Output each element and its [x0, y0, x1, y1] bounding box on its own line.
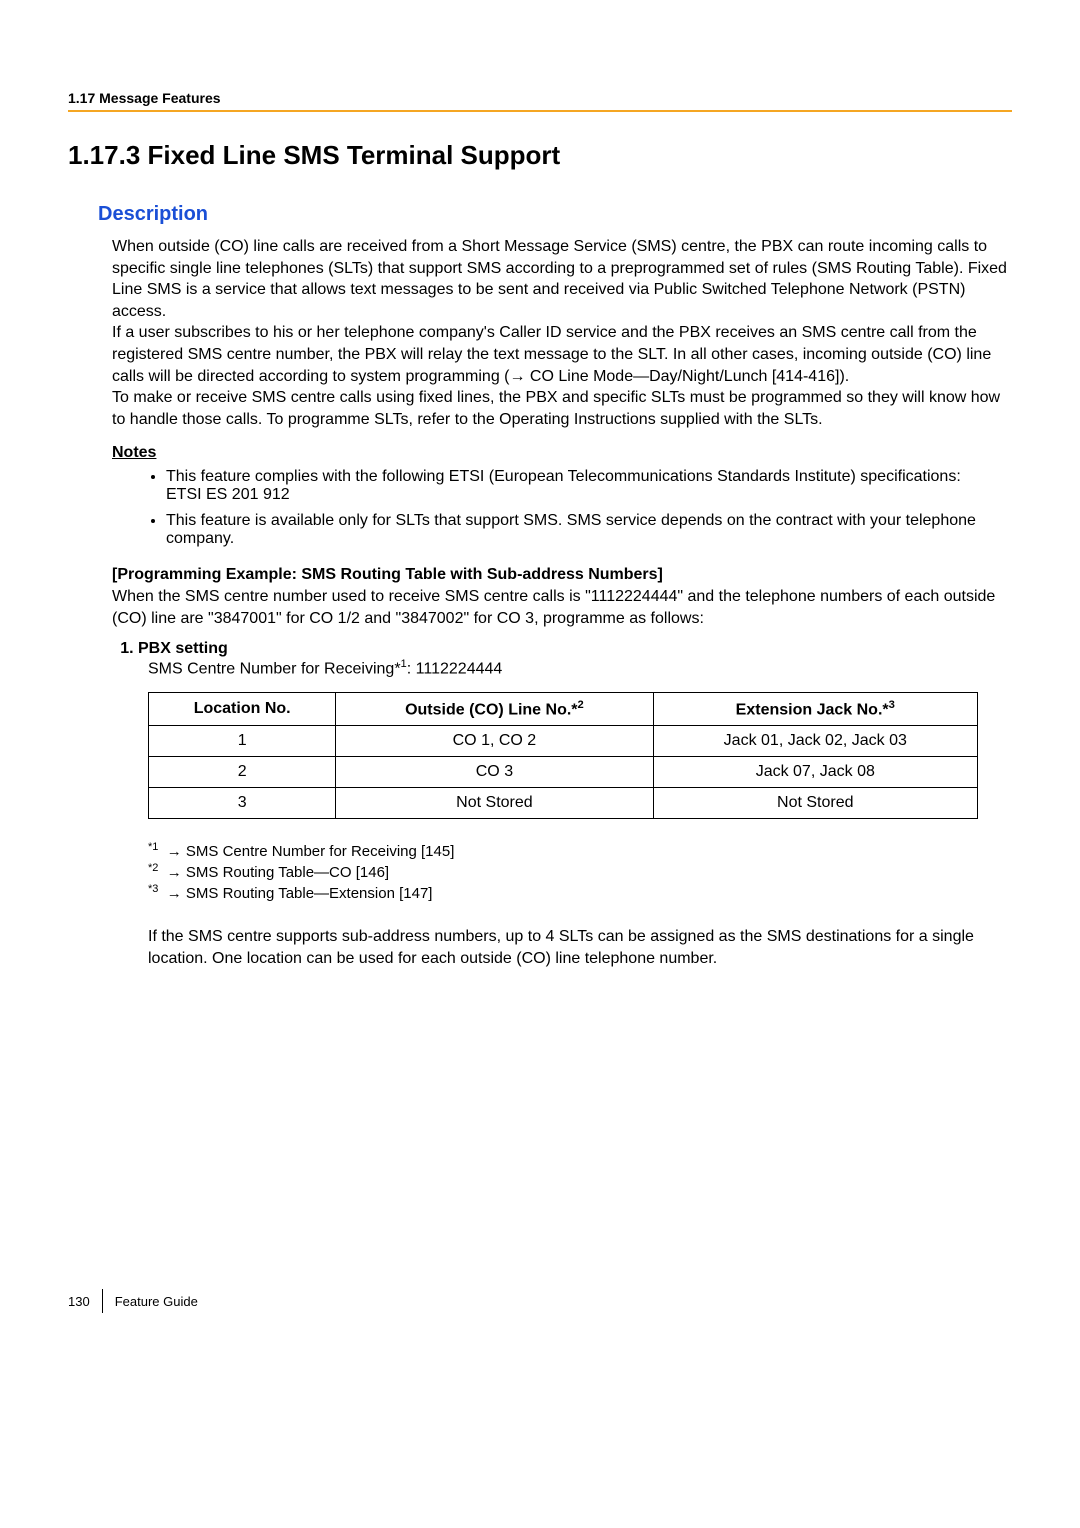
header-rule: [68, 110, 1012, 112]
section-title: 1.17.3 Fixed Line SMS Terminal Support: [68, 140, 1012, 171]
arrow-icon: →: [167, 843, 182, 860]
arrow-icon: →: [167, 864, 182, 881]
th-text: Outside (CO) Line No.*: [405, 701, 577, 718]
note-text: This feature complies with the following…: [166, 468, 961, 503]
fn-text: SMS Routing Table—CO [146]: [182, 864, 389, 881]
table-row: 3 Not Stored Not Stored: [149, 788, 978, 819]
page-footer: 130 Feature Guide: [68, 1289, 1012, 1313]
cell: Not Stored: [653, 788, 977, 819]
routing-table: Location No. Outside (CO) Line No.*2 Ext…: [148, 692, 978, 819]
table-row: 1 CO 1, CO 2 Jack 01, Jack 02, Jack 03: [149, 726, 978, 757]
th-location: Location No.: [149, 692, 336, 725]
footnote-row: *1 → SMS Centre Number for Receiving [14…: [148, 841, 1012, 860]
footnote-row: *2 → SMS Routing Table—CO [146]: [148, 862, 1012, 881]
description-p1: When outside (CO) line calls are receive…: [112, 236, 1012, 322]
arrow-icon: →: [167, 885, 182, 902]
th-sup: 3: [889, 699, 895, 711]
pbx-body-b: : 1112224444: [407, 660, 503, 677]
cell: 3: [149, 788, 336, 819]
programming-heading: [Programming Example: SMS Routing Table …: [112, 566, 1012, 584]
footer-label: Feature Guide: [115, 1294, 198, 1309]
programming-intro: When the SMS centre number used to recei…: [112, 586, 1012, 629]
table-row: 2 CO 3 Jack 07, Jack 08: [149, 757, 978, 788]
cell: Not Stored: [336, 788, 653, 819]
list-item: PBX setting SMS Centre Number for Receiv…: [138, 640, 1012, 678]
cell: CO 3: [336, 757, 653, 788]
fn-sup: *2: [148, 862, 158, 874]
footnotes: *1 → SMS Centre Number for Receiving [14…: [148, 841, 1012, 902]
cell: 1: [149, 726, 336, 757]
fn-sup: *1: [148, 841, 158, 853]
fn-text: SMS Centre Number for Receiving [145]: [182, 843, 455, 860]
th-ext-jack: Extension Jack No.*3: [653, 692, 977, 725]
cell: CO 1, CO 2: [336, 726, 653, 757]
running-header: 1.17 Message Features: [68, 90, 1012, 106]
table-row: Location No. Outside (CO) Line No.*2 Ext…: [149, 692, 978, 725]
th-co-line: Outside (CO) Line No.*2: [336, 692, 653, 725]
pbx-setting-list: PBX setting SMS Centre Number for Receiv…: [112, 640, 1012, 678]
description-body: When outside (CO) line calls are receive…: [112, 236, 1012, 430]
description-p2: If a user subscribes to his or her telep…: [112, 322, 1012, 387]
notes-heading: Notes: [112, 444, 1012, 462]
list-item: This feature complies with the following…: [166, 468, 1012, 504]
footer-divider: [102, 1289, 103, 1313]
fn-text: SMS Routing Table—Extension [147]: [182, 885, 433, 902]
arrow-icon: →: [509, 366, 525, 388]
description-p2b: CO Line Mode—Day/Night/Lunch [414-416]).: [525, 368, 849, 385]
pbx-setting-label: PBX setting: [138, 640, 228, 657]
notes-list: This feature complies with the following…: [112, 468, 1012, 548]
cell: Jack 07, Jack 08: [653, 757, 977, 788]
th-sup: 2: [578, 699, 584, 711]
description-heading: Description: [98, 203, 1012, 226]
cell: 2: [149, 757, 336, 788]
cell: Jack 01, Jack 02, Jack 03: [653, 726, 977, 757]
pbx-setting-body: SMS Centre Number for Receiving*1: 11122…: [148, 658, 1012, 678]
note-text: This feature is available only for SLTs …: [166, 512, 976, 547]
list-item: This feature is available only for SLTs …: [166, 512, 1012, 548]
pbx-body-a: SMS Centre Number for Receiving*: [148, 660, 401, 677]
page-number: 130: [68, 1294, 90, 1309]
fn-sup: *3: [148, 883, 158, 895]
footnote-row: *3 → SMS Routing Table—Extension [147]: [148, 883, 1012, 902]
th-text: Extension Jack No.*: [736, 701, 889, 718]
description-p3: To make or receive SMS centre calls usin…: [112, 387, 1012, 430]
post-note: If the SMS centre supports sub-address n…: [148, 926, 1012, 969]
